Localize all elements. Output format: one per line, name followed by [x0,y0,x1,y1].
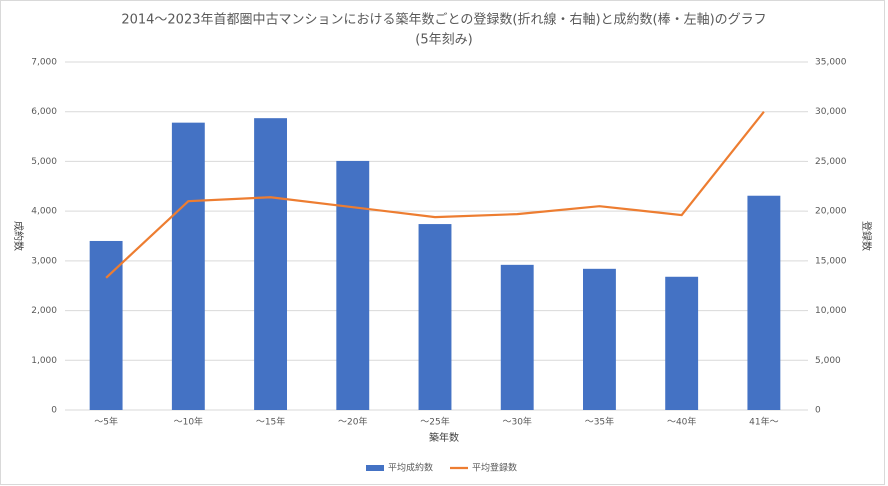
bar [583,268,616,410]
bar [89,240,123,410]
bar [254,118,287,411]
y2-tick-label: 10,000 [815,306,847,316]
x-tick-label: ～20年 [338,416,367,428]
x-tick-label: ～10年 [174,416,203,428]
y-tick-label: 3,000 [31,256,57,266]
line [105,111,765,279]
y2-tick-label: 35,000 [815,58,847,68]
x-tick-label: ～35年 [585,416,614,428]
legend-label: 平均登録数 [472,462,517,474]
bar [747,195,781,410]
legend-swatch [366,465,384,471]
bar [665,276,699,410]
bar [500,264,534,410]
x-tick-label: ～30年 [502,416,531,428]
y2-tick-label: 5,000 [815,356,841,366]
x-tick-label: ～25年 [420,416,449,428]
chart-title: 2014～2023年首都圏中古マンションにおける築年数ごとの登録数(折れ線・右軸… [121,12,766,28]
y-tick-label: 5,000 [31,157,57,167]
x-tick-label: ～15年 [256,416,285,428]
x-tick-label: ～5年 [94,416,118,428]
y-axis-title: 成約数 [12,221,25,251]
y2-tick-label: 15,000 [815,256,847,266]
y2-axis-title: 登録数 [860,221,873,251]
y2-tick-label: 20,000 [815,207,847,217]
y2-tick-label: 25,000 [815,157,847,167]
bar [336,160,370,410]
x-axis-title: 築年数 [429,431,459,444]
y-tick-label: 2,000 [31,306,57,316]
y-tick-label: 4,000 [31,207,57,217]
y2-tick-label: 30,000 [815,107,847,117]
x-tick-label: ～40年 [667,416,696,428]
y-tick-label: 7,000 [31,58,57,68]
bar [171,122,205,410]
y2-tick-label: 0 [815,406,821,416]
x-tick-label: 41年～ [749,416,778,428]
y-tick-label: 6,000 [31,107,57,117]
y-tick-label: 1,000 [31,356,57,366]
bar [418,224,452,410]
legend-label: 平均成約数 [388,462,433,474]
y-tick-label: 0 [51,406,57,416]
chart-subtitle: (5年刻み) [415,33,472,48]
